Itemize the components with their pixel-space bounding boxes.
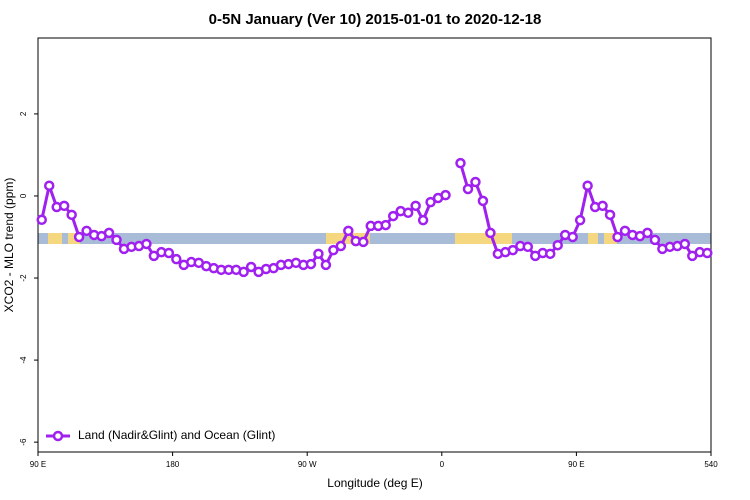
point [649, 234, 661, 246]
point [380, 219, 391, 231]
point [604, 209, 616, 221]
land-strip [455, 233, 512, 244]
ocean-strip [38, 233, 711, 244]
y-tick-label: -4 [19, 356, 28, 364]
surface-strip [38, 233, 711, 244]
point [358, 236, 369, 248]
point [328, 244, 339, 256]
point [335, 240, 347, 252]
land-strip [48, 233, 62, 244]
point [544, 248, 556, 260]
y-tick-label: 2 [19, 111, 28, 116]
point [425, 196, 436, 208]
y-tick-label: -2 [19, 274, 28, 282]
land-strip [68, 233, 80, 244]
point [679, 238, 691, 250]
plot-frame [37, 37, 712, 453]
point [36, 214, 47, 226]
point [582, 180, 593, 191]
x-tick-label: 540 [704, 460, 718, 469]
point [245, 261, 257, 273]
point [485, 227, 496, 239]
point [387, 210, 399, 222]
point [410, 200, 421, 212]
point [163, 247, 175, 259]
point [574, 214, 586, 226]
point [552, 239, 563, 251]
point [313, 248, 324, 260]
point [43, 180, 55, 191]
x-axis-label: Longitude (deg E) [327, 476, 422, 490]
x-tick-label: 180 [166, 460, 180, 469]
point [402, 207, 414, 219]
point [702, 247, 713, 259]
point [462, 183, 474, 195]
point [171, 253, 182, 265]
point [81, 225, 92, 237]
y-tick-label: -6 [19, 438, 28, 446]
point [522, 241, 534, 253]
land-strip [588, 233, 598, 244]
x-tick-label: 90 E [30, 460, 46, 469]
x-tick-label: 90 E [568, 460, 584, 469]
legend-label: Land (Nadir&Glint) and Ocean (Glint) [78, 428, 275, 442]
point [141, 238, 152, 250]
point [477, 195, 489, 207]
y-axis-label: XCO2 - MLO trend (ppm) [2, 178, 16, 313]
point [238, 266, 249, 278]
point [305, 258, 317, 270]
point [417, 214, 429, 226]
x-tick-label: 0 [440, 460, 445, 469]
point [73, 231, 85, 243]
point [455, 157, 466, 169]
land-strip [604, 233, 617, 244]
point [642, 227, 653, 239]
point [111, 234, 122, 246]
point [58, 200, 70, 212]
y-tick-label: 0 [19, 193, 28, 198]
point [343, 225, 354, 237]
point [103, 227, 115, 239]
legend-marker [52, 430, 64, 442]
chart-title: 0-5N January (Ver 10) 2015-01-01 to 2020… [209, 11, 542, 28]
point [66, 209, 77, 221]
point [320, 259, 332, 271]
point [470, 176, 481, 188]
land-strip [326, 233, 370, 244]
point [440, 189, 451, 201]
point [597, 200, 608, 212]
point [612, 231, 623, 243]
point [567, 231, 578, 243]
point [507, 244, 519, 256]
point [619, 225, 631, 237]
x-tick-label: 90 W [298, 460, 317, 469]
